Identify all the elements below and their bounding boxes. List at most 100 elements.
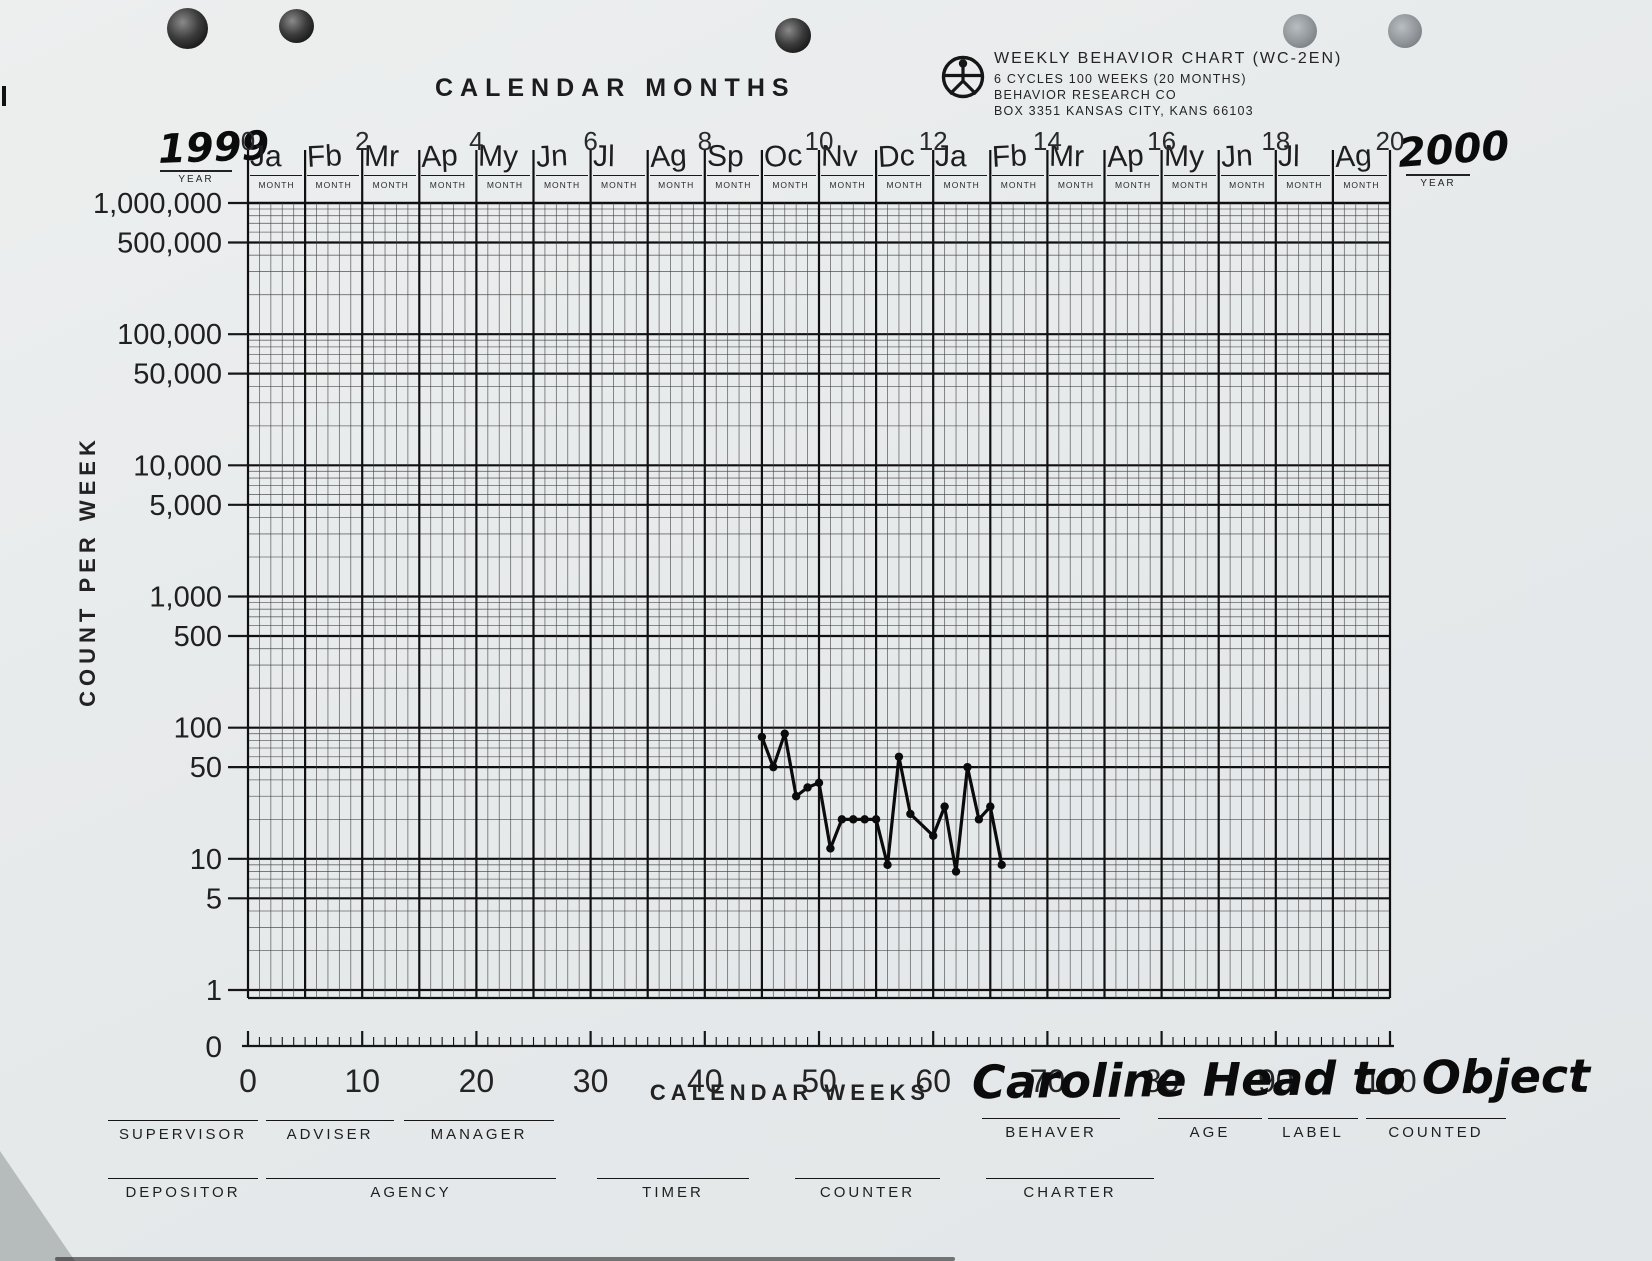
month-caption: MONTH xyxy=(258,180,295,190)
month-caption: MONTH xyxy=(772,180,809,190)
month-underline xyxy=(1163,175,1216,176)
month-underline xyxy=(478,175,531,176)
month-caption: MONTH xyxy=(1229,180,1266,190)
x-tick-label: 40 xyxy=(687,1063,723,1099)
field-label: DEPOSITOR xyxy=(125,1184,241,1201)
month-caption: MONTH xyxy=(372,180,409,190)
month-cell: Sp MONTH xyxy=(705,130,762,196)
month-underline xyxy=(649,175,702,176)
month-underline xyxy=(1334,175,1387,176)
month-cell: Fb MONTH xyxy=(990,130,1047,196)
month-caption: MONTH xyxy=(1286,180,1323,190)
y-tick-label: 10 xyxy=(190,844,222,876)
month-underline xyxy=(1220,175,1273,176)
month-underline xyxy=(1049,175,1102,176)
data-point xyxy=(986,802,995,811)
form-field-counted: COUNTED xyxy=(1366,1118,1506,1141)
month-underline xyxy=(535,175,588,176)
y-tick-label: 10,000 xyxy=(133,450,222,482)
y-tick-label: 100 xyxy=(174,713,222,745)
form-field-adviser: ADVISER xyxy=(266,1120,394,1143)
data-point xyxy=(791,792,801,801)
data-point xyxy=(963,762,972,772)
month-cell: Jn MONTH xyxy=(1219,130,1276,196)
header-cycles: 6 CYCLES 100 WEEKS (20 MONTHS) xyxy=(994,72,1247,86)
data-point xyxy=(883,860,892,870)
month-caption: MONTH xyxy=(1114,180,1152,190)
punch-hole xyxy=(775,18,811,53)
data-point xyxy=(997,860,1006,870)
month-caption: MONTH xyxy=(543,180,581,190)
month-cell: Mr MONTH xyxy=(362,130,419,196)
field-label: TIMER xyxy=(642,1184,704,1201)
field-label: ADVISER xyxy=(286,1126,374,1143)
data-point xyxy=(757,732,767,742)
month-cell: Fb MONTH xyxy=(305,130,362,196)
data-point xyxy=(951,867,961,876)
field-line xyxy=(266,1120,394,1121)
y-tick-label: 1,000,000 xyxy=(93,188,222,220)
field-label: COUNTER xyxy=(819,1184,916,1201)
field-label: MANAGER xyxy=(430,1126,528,1143)
month-caption: MONTH xyxy=(601,180,638,190)
cycle-number: 6 xyxy=(583,126,598,156)
y-tick-label: 500,000 xyxy=(117,227,222,259)
month-cell: Jl MONTH xyxy=(1276,130,1333,196)
month-underline xyxy=(935,175,988,176)
month-caption: MONTH xyxy=(658,180,695,190)
month-cell: Jn MONTH xyxy=(534,130,591,196)
punch-hole xyxy=(279,9,314,43)
month-underline xyxy=(992,175,1045,176)
y-tick-label: 500 xyxy=(174,621,222,653)
field-line xyxy=(1366,1118,1506,1119)
y-tick-label: 5,000 xyxy=(149,490,222,522)
month-underline xyxy=(592,175,645,176)
cycle-number: 0 xyxy=(240,126,256,156)
year-left-caption: YEAR xyxy=(160,170,232,185)
month-caption: MONTH xyxy=(315,180,352,190)
month-cell: Jl MONTH xyxy=(591,130,648,196)
field-line xyxy=(795,1178,940,1179)
form-field-timer: TIMER xyxy=(597,1178,749,1201)
cycle-number: 8 xyxy=(697,126,713,156)
month-underline xyxy=(706,175,759,176)
field-line xyxy=(1158,1118,1262,1119)
y-tick-label: 1 xyxy=(206,975,222,1007)
header-company: BEHAVIOR RESEARCH CO xyxy=(994,88,1177,102)
month-cell: Ap MONTH xyxy=(1105,130,1162,196)
x-tick-label: 50 xyxy=(801,1063,837,1099)
month-caption: MONTH xyxy=(886,180,923,190)
x-tick-label: 100 xyxy=(1363,1063,1416,1099)
form-field-depositor: DEPOSITOR xyxy=(108,1178,258,1201)
data-point xyxy=(849,815,858,824)
field-line xyxy=(108,1178,258,1179)
month-caption: MONTH xyxy=(1343,180,1380,190)
month-underline xyxy=(763,175,816,176)
x-tick-label: 30 xyxy=(573,1063,609,1099)
form-field-behaver: BEHAVER xyxy=(982,1118,1120,1141)
form-field-age: AGE xyxy=(1158,1118,1262,1141)
cycle-number: 4 xyxy=(469,126,484,156)
month-underline xyxy=(307,175,360,176)
month-underline xyxy=(821,175,874,176)
month-cell: Nv MONTH xyxy=(819,130,876,196)
x-tick-label: 10 xyxy=(344,1063,380,1099)
month-caption: MONTH xyxy=(829,180,866,190)
data-point xyxy=(769,762,778,772)
month-caption: MONTH xyxy=(1057,180,1095,190)
y-tick-label: 50,000 xyxy=(133,359,222,391)
month-cell: My MONTH xyxy=(1162,130,1219,196)
month-underline xyxy=(878,175,931,176)
y-tick-label: 5 xyxy=(206,883,222,915)
month-underline xyxy=(364,175,417,176)
month-caption: MONTH xyxy=(943,180,980,190)
data-point xyxy=(803,783,812,792)
publisher-header: WEEKLY BEHAVIOR CHART (WC-2EN) 6 CYCLES … xyxy=(940,50,1360,119)
punch-hole xyxy=(1283,14,1317,48)
data-point xyxy=(871,815,881,824)
form-field-charter: CHARTER xyxy=(986,1178,1154,1201)
data-point xyxy=(860,815,869,824)
month-caption: MONTH xyxy=(1000,180,1037,190)
